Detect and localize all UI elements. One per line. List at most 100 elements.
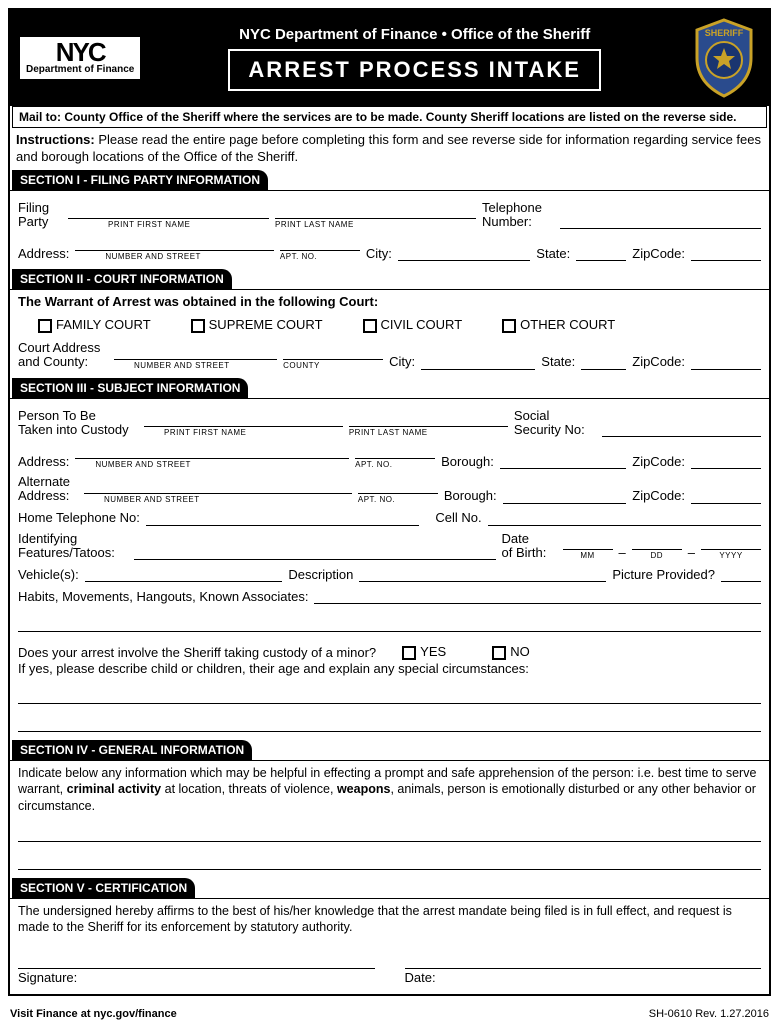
other-court-checkbox[interactable] xyxy=(502,319,516,333)
dob-mm-input[interactable] xyxy=(563,534,613,550)
filing-last-name-input[interactable] xyxy=(275,203,476,219)
zip-label: ZipCode: xyxy=(632,247,685,261)
mail-to-instructions: Mail to: County Office of the Sheriff wh… xyxy=(12,106,767,128)
nyc-logo: NYC Department of Finance xyxy=(20,37,140,79)
court-street-sublabel: NUMBER AND STREET xyxy=(134,361,277,370)
person-last-input[interactable] xyxy=(349,411,508,427)
state-input[interactable] xyxy=(576,245,626,261)
date-label: Date: xyxy=(405,971,762,985)
court-street-input[interactable] xyxy=(114,344,277,360)
minor-line-1[interactable] xyxy=(18,686,761,704)
supreme-court-option[interactable]: SUPREME COURT xyxy=(191,317,323,333)
alt-apt-input[interactable] xyxy=(358,478,438,494)
person-custody-label: Person To Be Taken into Custody xyxy=(18,409,138,438)
ssn-label: Social Security No: xyxy=(514,409,596,438)
section-4-text: Indicate below any information which may… xyxy=(18,765,761,814)
section-4-body: Indicate below any information which may… xyxy=(10,760,769,878)
section-1-header: SECTION I - FILING PARTY INFORMATION xyxy=(12,170,268,190)
alt-zip-label: ZipCode: xyxy=(632,489,685,503)
features-input[interactable] xyxy=(134,544,496,560)
court-county-input[interactable] xyxy=(283,344,383,360)
yes-option[interactable]: YES xyxy=(402,644,446,660)
address-street-input[interactable] xyxy=(75,235,274,251)
general-line-1[interactable] xyxy=(18,824,761,842)
address-apt-input[interactable] xyxy=(280,235,360,251)
section-3-header: SECTION III - SUBJECT INFORMATION xyxy=(12,378,248,398)
habits-label: Habits, Movements, Hangouts, Known Assoc… xyxy=(18,590,308,604)
home-tel-input[interactable] xyxy=(146,510,419,526)
general-line-2[interactable] xyxy=(18,852,761,870)
s4-text-c: at location, threats of violence, xyxy=(161,782,337,796)
person-first-input[interactable] xyxy=(144,411,343,427)
alt-street-input[interactable] xyxy=(84,478,352,494)
signature-input[interactable] xyxy=(18,953,375,969)
minor-line-2[interactable] xyxy=(18,714,761,732)
supreme-court-checkbox[interactable] xyxy=(191,319,205,333)
section-5-body: The undersigned hereby affirms to the be… xyxy=(10,898,769,994)
other-court-option[interactable]: OTHER COURT xyxy=(502,317,615,333)
picture-input[interactable] xyxy=(721,566,761,582)
picture-label: Picture Provided? xyxy=(612,568,715,582)
habits-line-2[interactable] xyxy=(18,614,761,632)
alt-address-label: Alternate Address: xyxy=(18,475,78,504)
court-zip-input[interactable] xyxy=(691,354,761,370)
court-state-label: State: xyxy=(541,355,575,369)
header-text-block: NYC Department of Finance • Office of th… xyxy=(140,26,689,91)
alt-borough-input[interactable] xyxy=(503,488,627,504)
family-court-label: FAMILY COURT xyxy=(56,317,151,332)
vehicle-input[interactable] xyxy=(85,566,283,582)
yes-checkbox[interactable] xyxy=(402,646,416,660)
person-last-sublabel: PRINT LAST NAME xyxy=(349,428,508,437)
no-checkbox[interactable] xyxy=(492,646,506,660)
subj-borough-label: Borough: xyxy=(441,455,494,469)
dob-yyyy-input[interactable] xyxy=(701,534,761,550)
logo-subtitle: Department of Finance xyxy=(26,64,134,75)
no-option[interactable]: NO xyxy=(492,644,530,660)
alt-zip-input[interactable] xyxy=(691,488,761,504)
dob-dd-input[interactable] xyxy=(632,534,682,550)
section-4-header: SECTION IV - GENERAL INFORMATION xyxy=(12,740,252,760)
form-title: ARREST PROCESS INTAKE xyxy=(228,49,601,91)
filing-first-name-input[interactable] xyxy=(68,203,269,219)
cell-input[interactable] xyxy=(488,510,761,526)
dob-label: Date of Birth: xyxy=(502,532,557,561)
dash-1: – xyxy=(619,545,626,560)
subj-apt-input[interactable] xyxy=(355,443,435,459)
features-label: Identifying Features/Tatoos: xyxy=(18,532,128,561)
warrant-intro: The Warrant of Arrest was obtained in th… xyxy=(18,294,761,309)
vehicle-label: Vehicle(s): xyxy=(18,568,79,582)
court-city-input[interactable] xyxy=(421,354,535,370)
instructions-block: Instructions: Please read the entire pag… xyxy=(10,128,769,170)
s4-text-d: weapons xyxy=(337,782,391,796)
subj-street-input[interactable] xyxy=(75,443,349,459)
city-input[interactable] xyxy=(398,245,530,261)
subj-zip-input[interactable] xyxy=(691,453,761,469)
civil-court-label: CIVIL COURT xyxy=(381,317,463,332)
description-label: Description xyxy=(288,568,353,582)
print-last-sublabel: PRINT LAST NAME xyxy=(275,220,476,229)
family-court-checkbox[interactable] xyxy=(38,319,52,333)
supreme-court-label: SUPREME COURT xyxy=(209,317,323,332)
court-county-sublabel: COUNTY xyxy=(283,361,383,370)
date-input[interactable] xyxy=(405,953,762,969)
certification-text: The undersigned hereby affirms to the be… xyxy=(18,903,761,936)
court-state-input[interactable] xyxy=(581,354,626,370)
state-label: State: xyxy=(536,247,570,261)
description-input[interactable] xyxy=(359,566,606,582)
subj-borough-input[interactable] xyxy=(500,453,626,469)
telephone-input[interactable] xyxy=(560,213,761,229)
family-court-option[interactable]: FAMILY COURT xyxy=(38,317,151,333)
cell-label: Cell No. xyxy=(435,511,481,525)
footer-left: Visit Finance at nyc.gov/finance xyxy=(10,1008,177,1020)
court-zip-label: ZipCode: xyxy=(632,355,685,369)
dash-2: – xyxy=(688,545,695,560)
yes-label: YES xyxy=(420,644,446,659)
zip-input[interactable] xyxy=(691,245,761,261)
civil-court-checkbox[interactable] xyxy=(363,319,377,333)
habits-input[interactable] xyxy=(314,588,761,604)
ssn-input[interactable] xyxy=(602,421,761,437)
telephone-label: Telephone Number: xyxy=(482,201,554,230)
page-footer: Visit Finance at nyc.gov/finance SH-0610… xyxy=(0,1004,779,1024)
alt-apt-sublabel: APT. NO. xyxy=(358,495,438,504)
civil-court-option[interactable]: CIVIL COURT xyxy=(363,317,463,333)
